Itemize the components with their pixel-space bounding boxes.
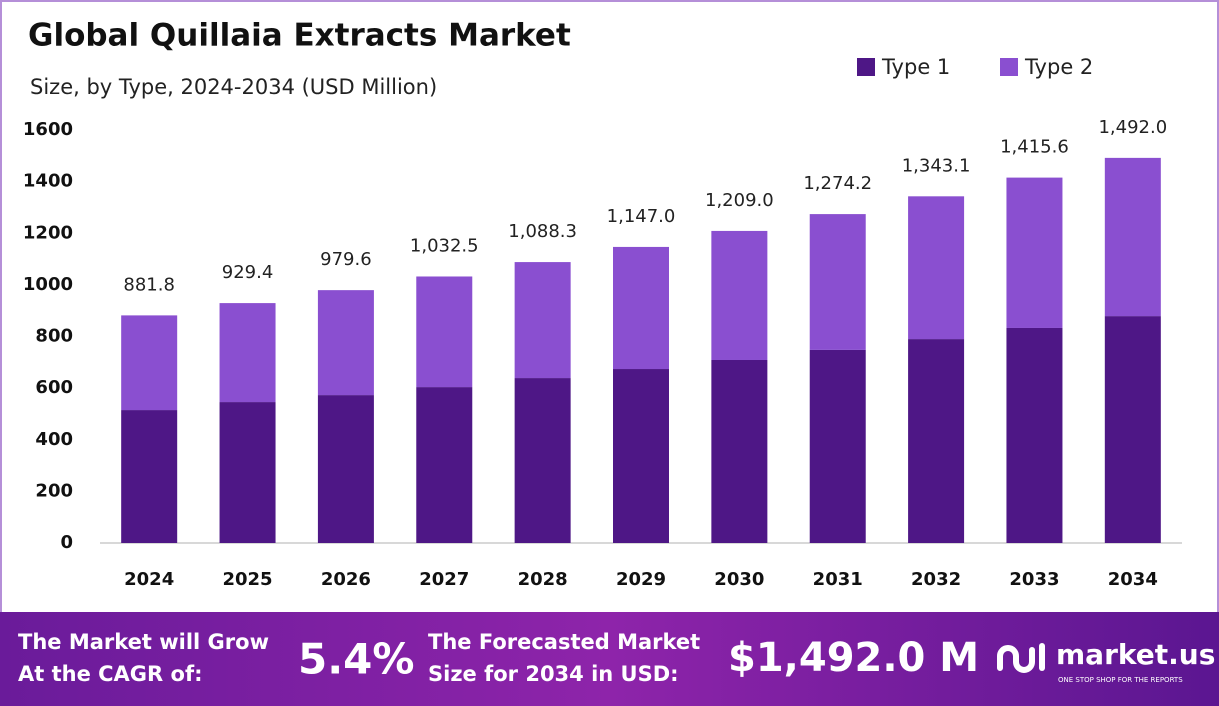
bar-segment <box>1104 316 1161 543</box>
y-tick-label: 1400 <box>23 171 73 192</box>
x-tick-label: 2024 <box>124 569 174 590</box>
y-tick-label: 1600 <box>23 119 73 140</box>
bar-segment <box>908 339 965 543</box>
y-tick-label: 800 <box>35 326 73 347</box>
y-tick-label: 200 <box>35 480 73 501</box>
y-tick-label: 1200 <box>23 222 73 243</box>
total-label: 929.4 <box>222 262 274 283</box>
bar-segment <box>1104 157 1161 317</box>
bar-segment <box>416 387 473 543</box>
bar-segment <box>809 349 866 543</box>
bar-segment <box>514 378 571 543</box>
total-label: 1,343.1 <box>902 155 971 176</box>
x-tick-label: 2032 <box>911 569 961 590</box>
y-tick-label: 1000 <box>23 274 73 295</box>
brand-tagline: ONE STOP SHOP FOR THE REPORTS <box>1058 676 1183 684</box>
cagr-label: The Market will Grow <box>18 630 269 654</box>
brand-logo <box>997 643 1045 673</box>
bar-segment <box>809 214 866 350</box>
x-tick-label: 2034 <box>1108 569 1158 590</box>
cagr-label: At the CAGR of: <box>18 662 203 686</box>
total-label: 1,147.0 <box>607 206 676 227</box>
cagr-value: 5.4% <box>298 635 414 684</box>
bar-segment <box>613 369 669 543</box>
total-label: 979.6 <box>320 249 372 270</box>
total-label: 1,492.0 <box>1098 117 1167 138</box>
x-tick-label: 2027 <box>419 569 469 590</box>
chart-subtitle: Size, by Type, 2024-2034 (USD Million) <box>30 75 437 99</box>
chart-title: Global Quillaia Extracts Market <box>28 18 571 54</box>
y-tick-label: 600 <box>35 377 73 398</box>
x-tick-label: 2033 <box>1009 569 1059 590</box>
bar-segment <box>1006 177 1063 328</box>
bar-segment <box>317 395 374 543</box>
bar-segment <box>219 303 276 403</box>
x-tick-label: 2025 <box>222 569 272 590</box>
brand-name: market.us <box>1056 638 1215 671</box>
bar-segment <box>514 262 571 379</box>
legend-swatch <box>1000 58 1018 76</box>
legend-swatch <box>857 58 875 76</box>
bar-segment <box>121 410 178 543</box>
bar-segment <box>711 359 768 543</box>
total-label: 1,274.2 <box>803 173 872 194</box>
footer-band <box>0 612 1219 706</box>
total-label: 1,032.5 <box>410 235 479 256</box>
bar-segment <box>1006 327 1063 543</box>
x-tick-label: 2030 <box>714 569 764 590</box>
total-label: 881.8 <box>123 274 175 295</box>
total-label: 1,415.6 <box>1000 137 1069 158</box>
legend-label: Type 2 <box>1024 55 1093 79</box>
bar-segment <box>416 276 473 388</box>
y-tick-label: 400 <box>35 429 73 450</box>
total-label: 1,088.3 <box>508 221 577 242</box>
x-tick-label: 2026 <box>321 569 371 590</box>
bar-segment <box>317 290 374 396</box>
bar-segment <box>219 402 276 543</box>
bar-segment <box>711 230 768 360</box>
bar-segment <box>121 315 178 411</box>
x-tick-label: 2028 <box>518 569 568 590</box>
bar-segment <box>908 196 965 340</box>
y-tick-label: 0 <box>60 532 73 553</box>
total-label: 1,209.0 <box>705 190 774 211</box>
forecast-label: Size for 2034 in USD: <box>428 662 679 686</box>
legend-label: Type 1 <box>881 55 950 79</box>
forecast-label: The Forecasted Market <box>428 630 700 654</box>
x-tick-label: 2031 <box>813 569 863 590</box>
bar-segment <box>613 246 669 370</box>
x-tick-label: 2029 <box>616 569 666 590</box>
forecast-value: $1,492.0 M <box>728 635 979 681</box>
